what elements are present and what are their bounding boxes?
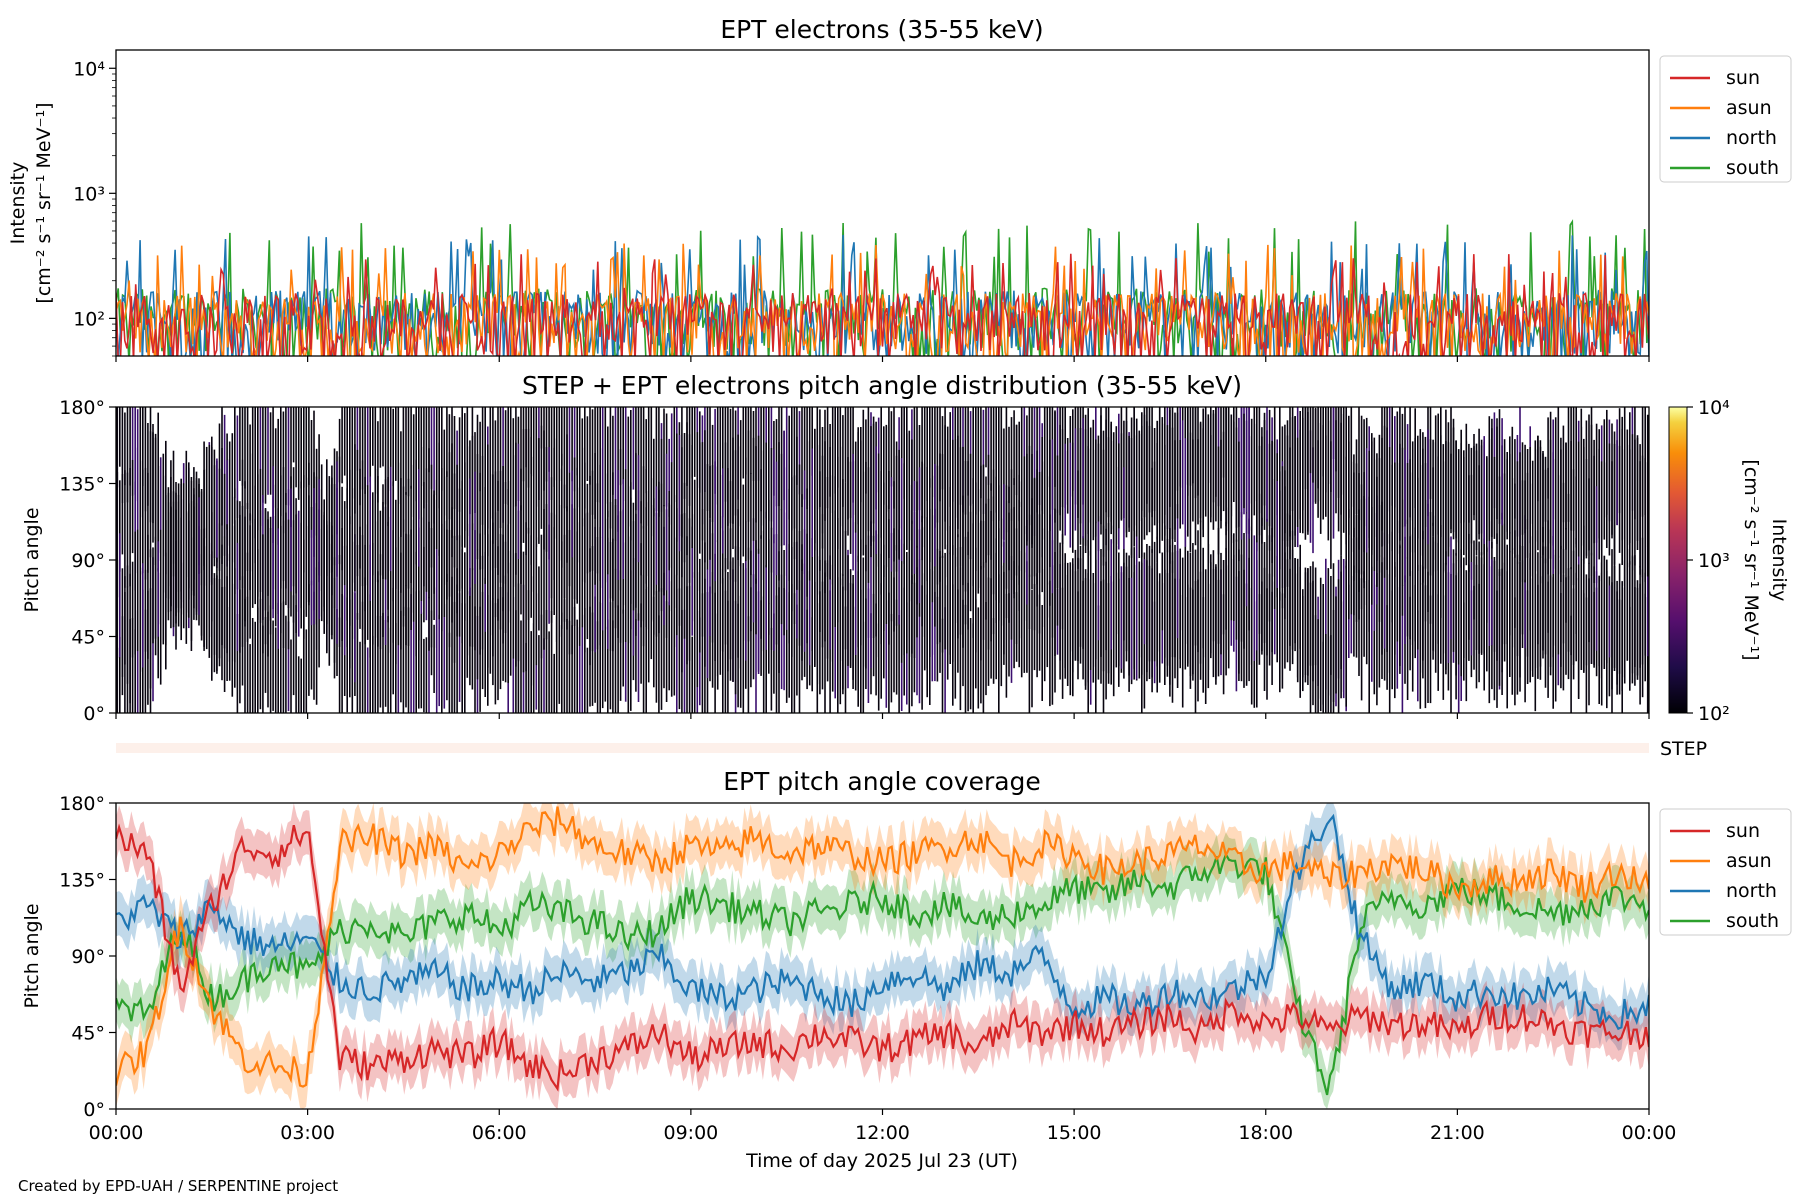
legend-label-sun: sun xyxy=(1726,820,1760,842)
intensity-panel: EPT electrons (35-55 keV) 10² 10³ 10⁴ Inte… xyxy=(7,15,1792,362)
legend-label-sun: sun xyxy=(1726,67,1760,89)
pitch-distribution-heatmap xyxy=(116,407,1649,713)
intensity-series-sun xyxy=(116,253,1649,356)
legend-label-south: south xyxy=(1726,157,1779,179)
x-tick-label: 18:00 xyxy=(1238,1122,1293,1144)
y-tick-label: 180° xyxy=(59,793,105,815)
legend-label-asun: asun xyxy=(1726,97,1772,119)
colorbar-tick-label: 10³ xyxy=(1698,550,1730,572)
x-tick-label: 00:00 xyxy=(1622,1122,1677,1144)
coverage-band-asun xyxy=(116,803,1649,1109)
intensity-series-asun xyxy=(116,243,1649,356)
pitch-distribution-axes-frame xyxy=(115,406,1650,714)
x-tick-label: 15:00 xyxy=(1047,1122,1102,1144)
intensity-legend: sun asun north south xyxy=(1659,55,1792,183)
coverage-line-south xyxy=(116,852,1649,1096)
pitch-distribution-title: STEP + EPT electrons pitch angle distrib… xyxy=(522,371,1242,400)
y-tick-label: 10⁴ xyxy=(73,58,105,80)
legend-label-north: north xyxy=(1726,127,1777,149)
pitch-coverage-x-ticks: 00:00 03:00 06:00 09:00 12:00 15:00 18:00 21:00… xyxy=(89,1109,1677,1144)
pitch-distribution-ylabel: Pitch angle xyxy=(21,507,43,612)
intensity-y-ticks: 10² 10³ 10⁴ xyxy=(73,58,116,357)
x-tick-label: 00:00 xyxy=(89,1122,144,1144)
colorbar-label-line1: Intensity xyxy=(1768,519,1790,602)
legend-frame xyxy=(1659,808,1792,936)
y-tick-label: 90° xyxy=(71,550,105,572)
intensity-series-group xyxy=(116,219,1649,356)
credit-text: Created by EPD-UAH / SERPENTINE project xyxy=(18,1177,338,1195)
colorbar-ticks: 10² 10³ 10⁴ xyxy=(1687,397,1730,725)
intensity-ylabel-line1: Intensity xyxy=(7,162,29,245)
pitch-coverage-ylabel: Pitch angle xyxy=(21,903,43,1008)
coverage-line-north xyxy=(116,813,1649,1031)
y-tick-label: 135° xyxy=(59,474,105,496)
x-tick-label: 09:00 xyxy=(663,1122,718,1144)
colorbar-tick-label: 10² xyxy=(1698,703,1730,725)
x-axis-label: Time of day 2025 Jul 23 (UT) xyxy=(745,1150,1018,1172)
pitch-coverage-title: EPT pitch angle coverage xyxy=(723,767,1041,796)
legend-label-north: north xyxy=(1726,880,1777,902)
pitch-coverage-series-group xyxy=(116,803,1649,1109)
y-tick-label: 90° xyxy=(71,946,105,968)
coverage-line-asun xyxy=(116,806,1649,1088)
step-coverage-strip xyxy=(116,743,1649,753)
x-tick-label: 06:00 xyxy=(472,1122,527,1144)
colorbar-tick-label: 10⁴ xyxy=(1698,397,1730,419)
y-tick-label: 10³ xyxy=(73,183,105,205)
pitch-distribution-panel: STEP + EPT electrons pitch angle distrib… xyxy=(21,371,1790,725)
coverage-band-sun xyxy=(116,803,1649,1109)
x-tick-label: 03:00 xyxy=(280,1122,335,1144)
y-tick-label: 10² xyxy=(73,308,105,330)
y-tick-label: 45° xyxy=(71,1023,105,1045)
pitch-distribution-y-ticks: 0° 45° 90° 135° 180° xyxy=(59,397,116,725)
y-tick-label: 0° xyxy=(83,1099,105,1121)
pitch-coverage-y-ticks: 0° 45° 90° 135° 180° xyxy=(59,793,116,1121)
colorbar xyxy=(1668,406,1688,714)
legend-label-asun: asun xyxy=(1726,850,1772,872)
legend-frame xyxy=(1659,55,1792,183)
pitch-coverage-legend: sun asun north south xyxy=(1659,808,1792,936)
pitch-coverage-panel: EPT pitch angle coverage 0° 45° 90° 135° 180… xyxy=(21,767,1792,1172)
legend-label-south: south xyxy=(1726,910,1779,932)
intensity-x-ticks xyxy=(115,356,1650,362)
y-tick-label: 0° xyxy=(83,703,105,725)
y-tick-label: 180° xyxy=(59,397,105,419)
intensity-ylabel-line2: [cm⁻² s⁻¹ sr⁻¹ MeV⁻¹] xyxy=(33,102,55,303)
y-tick-label: 135° xyxy=(59,870,105,892)
intensity-panel-title: EPT electrons (35-55 keV) xyxy=(720,15,1043,44)
colorbar-label-line2: [cm⁻² s⁻¹ sr⁻¹ MeV⁻¹] xyxy=(1740,459,1762,660)
coverage-line-sun xyxy=(116,823,1649,1092)
step-strip-label: STEP xyxy=(1660,738,1707,760)
pitch-distribution-x-ticks xyxy=(115,713,1650,719)
x-tick-label: 12:00 xyxy=(855,1122,910,1144)
x-tick-label: 21:00 xyxy=(1430,1122,1485,1144)
y-tick-label: 45° xyxy=(71,627,105,649)
